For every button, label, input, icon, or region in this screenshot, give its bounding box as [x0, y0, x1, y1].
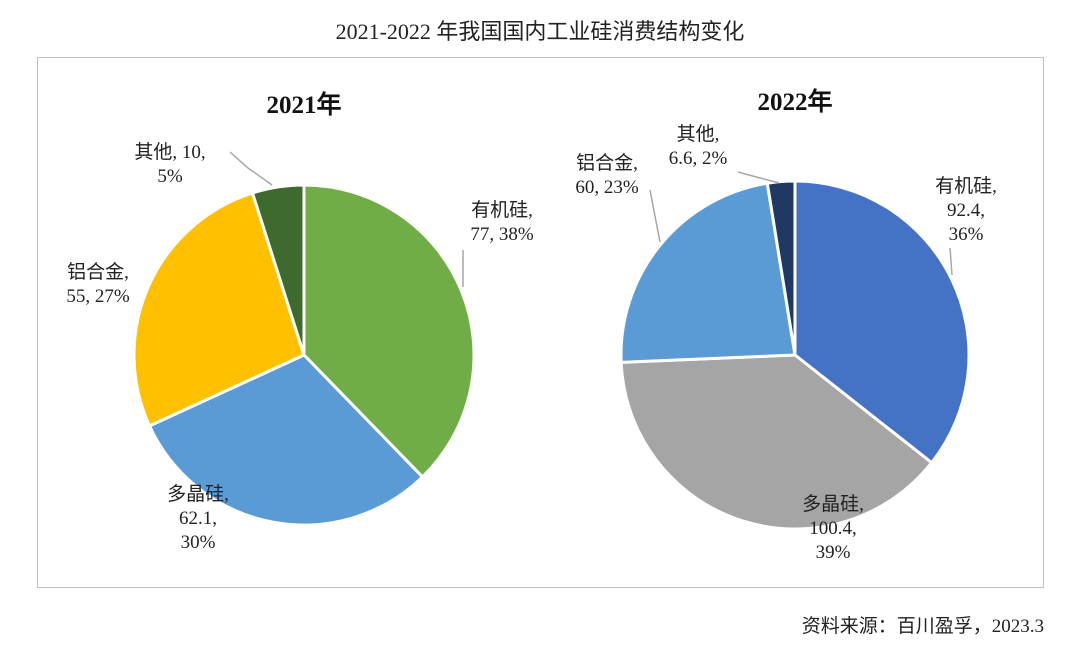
page-title: 2021-2022 年我国国内工业硅消费结构变化	[335, 19, 745, 44]
pie-slice-2022年-其他	[765, 179, 797, 357]
pie-slice-2022年-铝合金	[619, 181, 797, 364]
leader-line	[949, 247, 953, 276]
slice-label-2021年-有机硅: 有机硅, 77, 38%	[470, 199, 534, 245]
pie-slice-2021年-多晶硅	[147, 353, 424, 527]
slice-label-2022年-多晶硅: 多晶硅, 100.4, 39%	[802, 493, 864, 563]
source-note: 资料来源：百川盈孚，2023.3	[801, 616, 1044, 637]
pie-2021	[132, 183, 476, 527]
pie-slice-2021年-有机硅	[302, 183, 476, 479]
leader-line	[737, 171, 780, 184]
slice-label-2022年-有机硅: 有机硅, 92.4, 36%	[935, 175, 997, 245]
chart-title-2021: 2021年	[266, 90, 341, 119]
slice-labels: 有机硅, 77, 38% 多晶硅, 62.1, 30% 铝合金, 55, 27% 其他, 10…	[66, 123, 997, 563]
leader-line	[649, 189, 661, 243]
pie-slice-2021年-铝合金	[132, 191, 306, 428]
slice-label-2022年-铝合金: 铝合金, 60, 23%	[575, 152, 639, 198]
pie-slice-2022年-多晶硅	[619, 353, 934, 531]
slice-label-2021年-多晶硅: 多晶硅, 62.1, 30%	[167, 483, 229, 553]
chart-frame	[37, 57, 1044, 588]
chart-title-2022: 2022年	[757, 87, 832, 116]
slice-label-2022年-其他: 其他, 6.6, 2%	[669, 123, 728, 169]
slice-label-2021年-铝合金: 铝合金, 55, 27%	[66, 261, 130, 307]
pie-2022	[619, 179, 971, 531]
leader-line	[229, 151, 273, 186]
slice-label-2021年-其他: 其他, 10, 5%	[134, 141, 205, 187]
pie-slice-2021年-其他	[250, 183, 306, 357]
pie-slice-2022年-有机硅	[793, 179, 971, 465]
